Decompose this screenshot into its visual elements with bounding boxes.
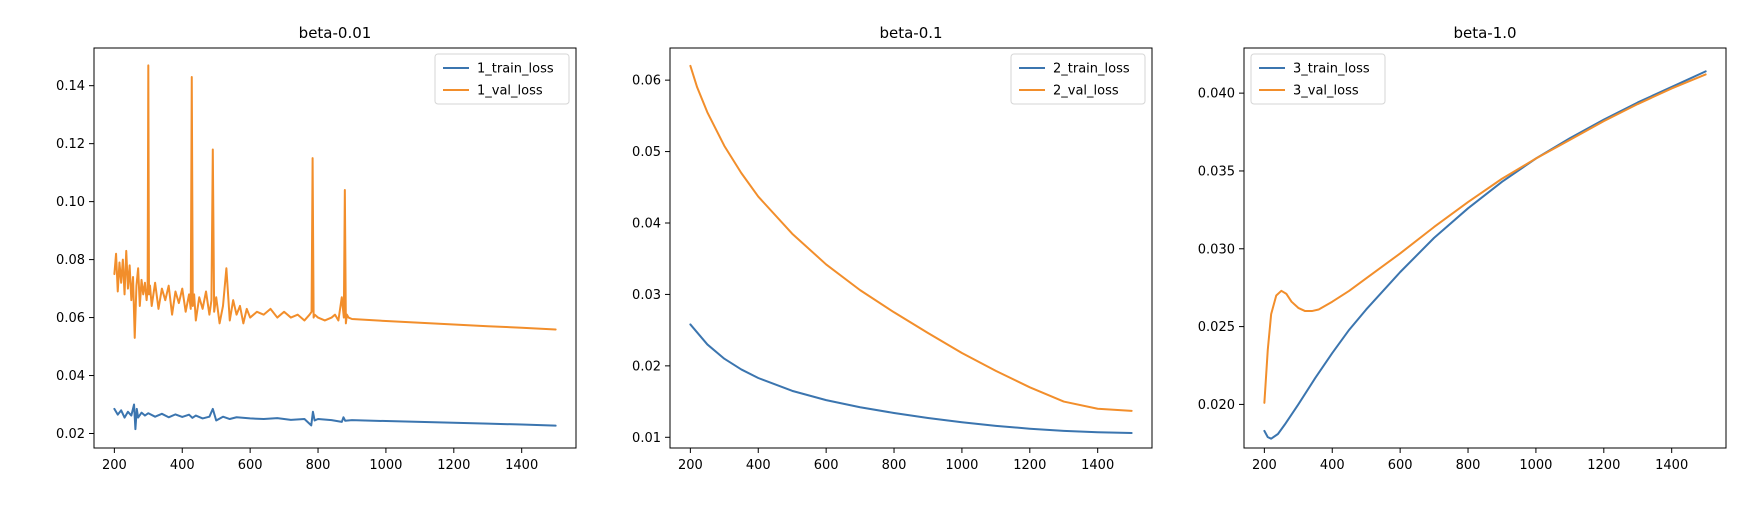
y-tick-label: 0.10 <box>56 195 85 210</box>
y-tick-label: 0.06 <box>632 74 661 89</box>
axes-frame <box>669 47 1153 449</box>
legend-label: 2_train_loss <box>1053 62 1130 77</box>
y-tick-label: 0.025 <box>1198 320 1235 335</box>
legend-label: 2_val_loss <box>1053 84 1119 99</box>
legend-label: 1_val_loss <box>477 84 543 99</box>
x-tick-label: 200 <box>678 458 703 473</box>
axes-frame <box>1243 47 1727 449</box>
x-tick-label: 600 <box>1388 458 1413 473</box>
y-tick-label: 0.02 <box>56 427 85 442</box>
x-tick-label: 200 <box>1252 458 1277 473</box>
legend: 3_train_loss 3_val_loss <box>1250 53 1386 105</box>
x-tick-label: 600 <box>814 458 839 473</box>
series-line-2_val_loss <box>689 64 1133 412</box>
chart-panel-3: beta-1.0 200 400 600 800 1000 1200 1400 0.020 0.0… <box>1198 24 1727 473</box>
x-tick-label: 1000 <box>369 458 402 473</box>
plot-area <box>689 64 1133 434</box>
legend-label: 3_val_loss <box>1293 84 1359 99</box>
x-tick-label: 200 <box>102 458 127 473</box>
x-tick-label: 1200 <box>1587 458 1620 473</box>
x-tick-label: 1200 <box>1013 458 1046 473</box>
plot-area <box>1263 70 1707 440</box>
y-tick-label: 0.04 <box>56 369 85 384</box>
y-tick-label: 0.02 <box>632 359 661 374</box>
y-tick-label: 0.01 <box>632 431 661 446</box>
legend: 1_train_loss 1_val_loss <box>434 53 570 105</box>
legend-label: 1_train_loss <box>477 62 554 77</box>
legend-label: 3_train_loss <box>1293 62 1370 77</box>
legend: 2_train_loss 2_val_loss <box>1010 53 1146 105</box>
x-tick-label: 400 <box>1320 458 1345 473</box>
series-line-2_train_loss <box>689 323 1133 434</box>
legend-box <box>434 53 570 105</box>
chart-title: beta-1.0 <box>1453 24 1516 42</box>
x-tick-label: 1400 <box>1655 458 1688 473</box>
axes-frame <box>93 47 577 449</box>
y-tick-label: 0.05 <box>632 145 661 160</box>
chart-panel-1: beta-0.01 200 400 600 800 1000 1200 1400 0.02 0.0… <box>56 24 577 473</box>
y-tick-label: 0.030 <box>1198 242 1235 257</box>
y-tick-label: 0.14 <box>56 79 85 94</box>
x-tick-label: 600 <box>238 458 263 473</box>
series-line-1_val_loss <box>113 64 557 339</box>
x-tick-label: 1400 <box>1081 458 1114 473</box>
plot-area <box>113 64 557 431</box>
x-tick-label: 800 <box>882 458 907 473</box>
x-tick-label: 1000 <box>945 458 978 473</box>
y-tick-label: 0.020 <box>1198 398 1235 413</box>
chart-title: beta-0.01 <box>299 24 372 42</box>
y-tick-label: 0.08 <box>56 253 85 268</box>
x-tick-label: 800 <box>1456 458 1481 473</box>
series-line-3_val_loss <box>1263 73 1707 404</box>
y-tick-label: 0.12 <box>56 137 85 152</box>
x-tick-label: 400 <box>170 458 195 473</box>
x-tick-label: 800 <box>306 458 331 473</box>
y-tick-label: 0.040 <box>1198 87 1235 102</box>
x-tick-label: 1400 <box>505 458 538 473</box>
series-line-3_train_loss <box>1263 70 1707 440</box>
y-tick-label: 0.06 <box>56 311 85 326</box>
legend-box <box>1010 53 1146 105</box>
x-tick-label: 1000 <box>1519 458 1552 473</box>
chart-panel-2: beta-0.1 200 400 600 800 1000 1200 1400 0.01 0.02… <box>632 24 1153 473</box>
x-tick-label: 400 <box>746 458 771 473</box>
chart-title: beta-0.1 <box>879 24 942 42</box>
series-line-1_train_loss <box>113 403 557 431</box>
y-tick-label: 0.035 <box>1198 164 1235 179</box>
legend-box <box>1250 53 1386 105</box>
x-tick-label: 1200 <box>437 458 470 473</box>
y-tick-label: 0.03 <box>632 288 661 303</box>
y-tick-label: 0.04 <box>632 217 661 232</box>
